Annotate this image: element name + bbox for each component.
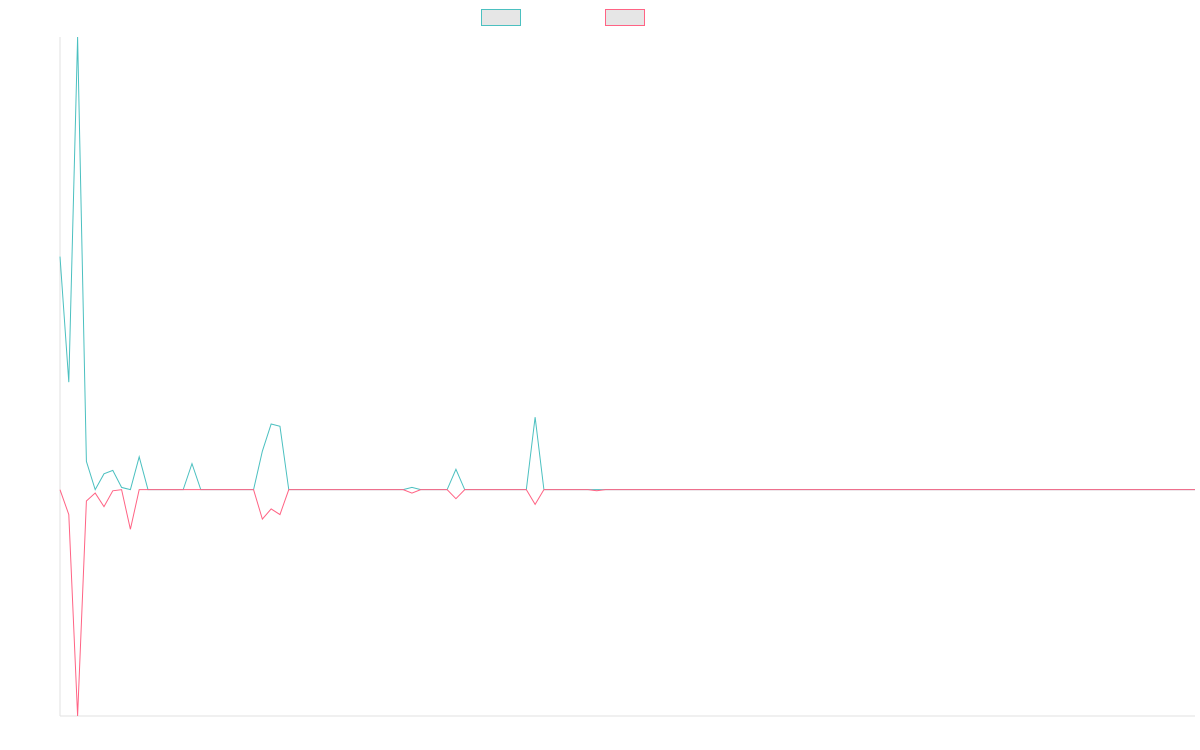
legend-item-2[interactable]: [605, 9, 645, 26]
series-line-2[interactable]: [59, 489, 1195, 717]
legend-swatch-1: [481, 9, 521, 26]
axes: [59, 37, 1195, 717]
legend-item-1[interactable]: [481, 9, 521, 26]
legend: [481, 9, 645, 26]
series-layer: [59, 36, 1195, 717]
series-line-1[interactable]: [59, 36, 1195, 491]
legend-swatch-2: [605, 9, 645, 26]
